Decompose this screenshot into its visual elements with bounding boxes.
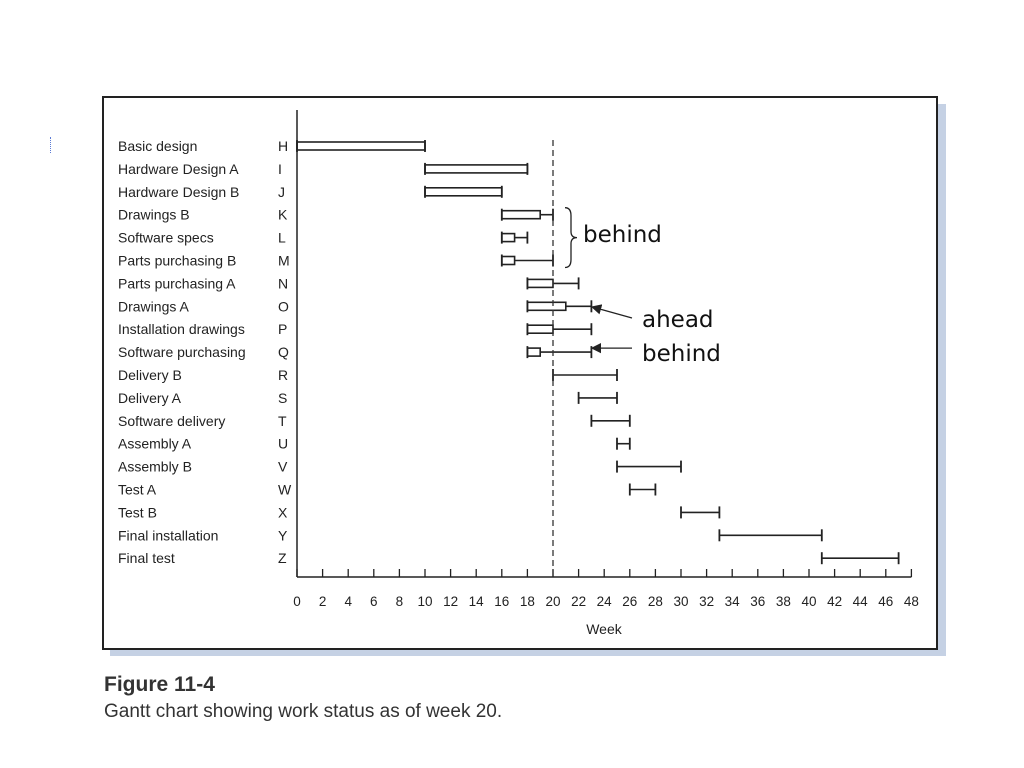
task-progress-bar [500, 255, 516, 266]
brace-annotation-label: behind [583, 222, 662, 248]
task-label: Software purchasing [118, 344, 246, 360]
task-code: Z [278, 550, 287, 566]
chart-frame [102, 96, 938, 650]
x-tick-label: 46 [878, 594, 893, 609]
ahead-annotation-label: ahead [642, 307, 714, 333]
task-code: V [278, 459, 288, 475]
task-label: Hardware Design A [118, 161, 239, 177]
task-code: M [278, 253, 290, 269]
task-code: X [278, 504, 288, 520]
task-progress-bar [296, 141, 426, 151]
x-tick-label: 34 [725, 594, 741, 609]
task-label: Assembly A [118, 436, 192, 452]
task-progress-bar [526, 301, 567, 312]
task-code: Y [278, 527, 288, 543]
task-code: T [278, 413, 287, 429]
task-labels: Basic design Hardware Design A Hardware De… [118, 138, 246, 566]
task-progress-bar [526, 347, 542, 357]
task-code: I [278, 161, 282, 177]
task-code: L [278, 230, 286, 246]
x-axis-label: Week [586, 621, 623, 637]
task-progress-bar [526, 324, 554, 335]
x-tick-label: 42 [827, 594, 842, 609]
task-code: U [278, 436, 288, 452]
task-code: O [278, 298, 289, 314]
task-code: K [278, 207, 288, 223]
x-tick-label: 2 [319, 594, 327, 609]
task-label: Software specs [118, 230, 214, 246]
task-label: Software delivery [118, 413, 225, 429]
x-tick-label: 48 [904, 594, 919, 609]
task-label: Delivery A [118, 390, 182, 406]
task-label: Installation drawings [118, 321, 245, 337]
task-progress-bar [424, 187, 503, 197]
x-tick-label: 36 [750, 594, 765, 609]
task-progress-bar [500, 232, 516, 243]
task-label: Final test [118, 550, 175, 566]
figure-caption: Gantt chart showing work status as of we… [104, 701, 503, 722]
behind-brace [564, 207, 578, 269]
task-code: R [278, 367, 288, 383]
task-progress-bar [424, 164, 529, 174]
x-tick-label: 8 [396, 594, 404, 609]
stray-dotted-mark [50, 137, 52, 153]
task-code: S [278, 390, 287, 406]
x-tick-label: 22 [571, 594, 586, 609]
task-label: Parts purchasing A [118, 275, 236, 291]
x-tick-label: 30 [673, 594, 688, 609]
task-progress-bar [500, 209, 541, 220]
x-tick-label: 32 [699, 594, 714, 609]
x-tick-label: 40 [801, 594, 816, 609]
task-code: J [278, 184, 285, 200]
task-label: Hardware Design B [118, 184, 239, 200]
task-label: Drawings A [118, 298, 189, 314]
ahead-arrow [590, 304, 633, 319]
task-label: Parts purchasing B [118, 253, 236, 269]
behind-annotation-label: behind [642, 341, 721, 367]
x-ticks: 0 2 4 6 8 10 12 14 16 18 20 22 24 26 28 30 32 34 36 38 40 42 4… [293, 569, 919, 609]
task-code: N [278, 275, 288, 291]
task-code: P [278, 321, 287, 337]
x-tick-label: 6 [370, 594, 378, 609]
x-tick-label: 0 [293, 594, 301, 609]
task-code: Q [278, 344, 289, 360]
annotation-marks [564, 207, 633, 354]
x-tick-label: 28 [648, 594, 663, 609]
figure-number: Figure 11-4 [104, 673, 215, 696]
task-bars [296, 140, 900, 565]
x-tick-label: 20 [545, 594, 560, 609]
task-label: Final installation [118, 527, 218, 543]
x-tick-label: 38 [776, 594, 791, 609]
task-label: Basic design [118, 138, 197, 154]
task-code: W [278, 482, 292, 498]
task-label: Test A [118, 482, 157, 498]
task-code: H [278, 138, 288, 154]
task-label: Drawings B [118, 207, 190, 223]
axes [296, 110, 912, 578]
x-tick-label: 4 [344, 594, 352, 609]
x-tick-label: 18 [520, 594, 535, 609]
x-tick-label: 26 [622, 594, 637, 609]
x-tick-label: 10 [417, 594, 432, 609]
task-label: Delivery B [118, 367, 182, 383]
x-tick-label: 16 [494, 594, 509, 609]
x-tick-label: 24 [597, 594, 613, 609]
task-label: Test B [118, 504, 157, 520]
task-label: Assembly B [118, 459, 192, 475]
x-tick-label: 12 [443, 594, 458, 609]
x-tick-label: 14 [469, 594, 485, 609]
x-tick-label: 44 [853, 594, 869, 609]
task-progress-bar [526, 278, 554, 289]
